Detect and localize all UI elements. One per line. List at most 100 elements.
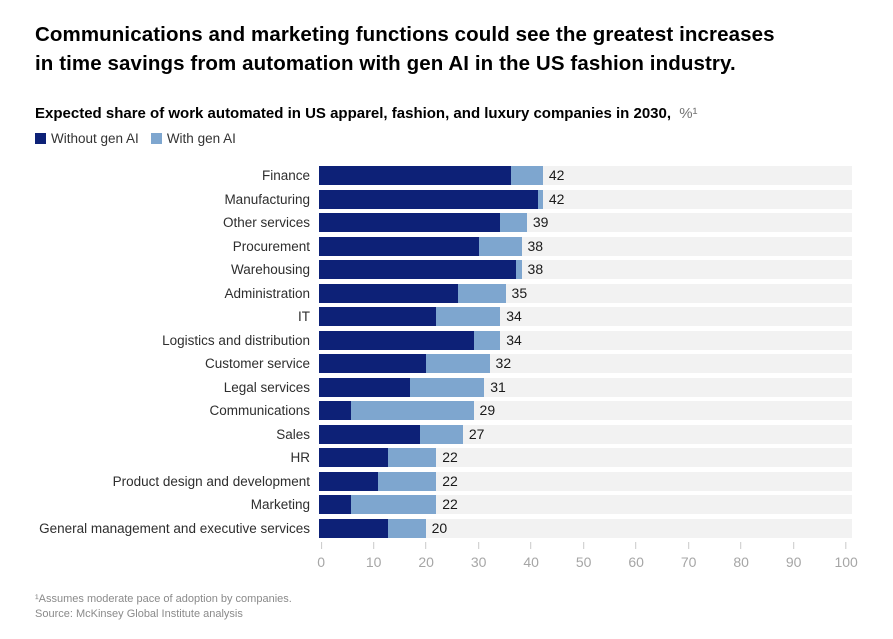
bar-row: Product design and development 22 <box>35 471 893 491</box>
bar-track: 42 <box>319 189 852 209</box>
bar-segment-with-gen-ai <box>473 330 501 350</box>
bar-row: Other services 39 <box>35 213 893 233</box>
bar-segment-with-gen-ai <box>409 377 485 397</box>
category-label: Warehousing <box>230 262 310 278</box>
bar-row: Logistics and distribution 34 <box>35 330 893 350</box>
legend-swatch-with-gen-ai-icon <box>150 133 162 145</box>
category-label: HR <box>290 450 311 466</box>
legend: Without gen AI With gen AI <box>35 131 893 146</box>
bar-segment-with-gen-ai <box>436 307 501 327</box>
bar-track: 42 <box>319 166 852 186</box>
bar-segment-without-gen-ai <box>319 283 458 303</box>
x-axis-tick: 80 <box>733 542 749 570</box>
bar-segment-without-gen-ai <box>319 236 479 256</box>
bar-value-label: 22 <box>442 496 458 513</box>
bar-track: 38 <box>319 236 852 256</box>
x-axis-tick-label: 60 <box>628 554 644 571</box>
x-axis-tick-mark <box>845 542 847 550</box>
category-label: Administration <box>224 285 310 301</box>
bar-value-label: 29 <box>479 402 496 419</box>
bar-segment-without-gen-ai <box>319 189 538 209</box>
legend-item-without-gen-ai: Without gen AI <box>35 131 139 146</box>
x-axis-tick-label: 0 <box>317 554 326 571</box>
category-label: Sales <box>276 426 310 442</box>
subtitle-text: Expected share of work automated in US a… <box>35 105 672 123</box>
bar-track: 32 <box>319 354 852 374</box>
category-label: Legal services <box>223 379 310 395</box>
bar-track: 22 <box>319 471 852 491</box>
bar-segment-without-gen-ai <box>319 471 378 491</box>
bar-value-label: 39 <box>532 214 549 231</box>
x-axis-tick-label: 40 <box>523 554 539 571</box>
bar-segment-without-gen-ai <box>319 377 410 397</box>
footnotes: ¹Assumes moderate pace of adoption by co… <box>35 592 893 622</box>
bar-track: 22 <box>319 448 852 468</box>
category-label: Communications <box>209 403 310 419</box>
bar-value-label: 22 <box>442 449 458 466</box>
bar-track: 29 <box>319 401 852 421</box>
x-axis-tick-label: 70 <box>680 554 697 571</box>
category-label: Procurement <box>232 238 310 254</box>
x-axis-tick-mark <box>425 542 427 550</box>
x-axis-tick-label: 20 <box>418 554 434 571</box>
bar-segment-without-gen-ai <box>319 330 474 350</box>
bar-value-label: 42 <box>548 190 565 207</box>
footnote-assumption: ¹Assumes moderate pace of adoption by co… <box>35 593 292 606</box>
category-label: Other services <box>222 215 310 231</box>
bar-row: Communications 29 <box>35 401 893 421</box>
bar-row: General management and executive service… <box>35 518 893 538</box>
bar-segment-with-gen-ai <box>500 213 527 233</box>
bar-row: Warehousing 38 <box>35 260 893 280</box>
subtitle-unit: %¹ <box>679 105 698 123</box>
bar-track: 38 <box>319 260 852 280</box>
bar-value-label: 32 <box>495 355 512 372</box>
bar-value-label: 38 <box>527 261 544 278</box>
bar-track: 20 <box>319 518 852 538</box>
x-axis-tick-label: 90 <box>785 554 802 571</box>
bar-segment-without-gen-ai <box>319 260 517 280</box>
category-label: Logistics and distribution <box>162 332 310 348</box>
x-axis-tick-label: 50 <box>575 554 592 571</box>
bar-value-label: 34 <box>506 308 522 325</box>
bar-track: 34 <box>319 330 852 350</box>
x-axis-tick: 90 <box>785 542 802 571</box>
x-axis-tick-mark <box>635 542 637 550</box>
bar-segment-with-gen-ai <box>537 189 543 209</box>
x-axis-tick: 50 <box>575 542 592 571</box>
legend-label-with-gen-ai: With gen AI <box>166 131 236 147</box>
bar-segment-without-gen-ai <box>319 166 511 186</box>
bar-track: 22 <box>319 495 852 515</box>
bar-value-label: 42 <box>548 167 565 184</box>
footnote-source: Source: McKinsey Global Institute analys… <box>35 608 243 621</box>
x-axis-tick: 20 <box>418 542 434 570</box>
bar-row: Administration 35 <box>35 283 893 303</box>
bar-track: 39 <box>319 213 852 233</box>
x-axis: 0 10 20 30 40 50 60 70 80 90 100 <box>317 542 858 576</box>
bar-segment-without-gen-ai <box>319 307 437 327</box>
x-axis-tick-mark <box>793 542 795 550</box>
x-axis-tick-mark <box>373 542 375 550</box>
bar-row: Sales 27 <box>35 424 893 444</box>
bar-segment-without-gen-ai <box>319 213 501 233</box>
x-axis-tick-label: 10 <box>365 554 382 571</box>
category-label: Finance <box>261 168 310 184</box>
x-axis-tick-mark <box>478 542 480 550</box>
bar-segment-with-gen-ai <box>420 424 463 444</box>
bar-track: 31 <box>319 377 852 397</box>
x-axis-tick: 70 <box>680 542 697 571</box>
bar-value-label: 34 <box>506 331 522 348</box>
bar-value-label: 38 <box>527 237 544 254</box>
bar-row: HR 22 <box>35 448 893 468</box>
bar-segment-with-gen-ai <box>516 260 522 280</box>
bar-segment-with-gen-ai <box>377 471 437 491</box>
x-axis-tick-mark <box>740 542 742 550</box>
x-axis-tick-mark <box>530 542 532 550</box>
category-label: Manufacturing <box>224 191 310 207</box>
x-axis-tick: 0 <box>317 542 325 570</box>
x-axis-tick-mark <box>688 542 690 550</box>
category-label: General management and executive service… <box>39 520 310 536</box>
title-line-2: in time savings from automation with gen… <box>35 52 736 76</box>
bar-value-label: 20 <box>431 519 448 536</box>
x-axis-tick: 40 <box>523 542 539 570</box>
